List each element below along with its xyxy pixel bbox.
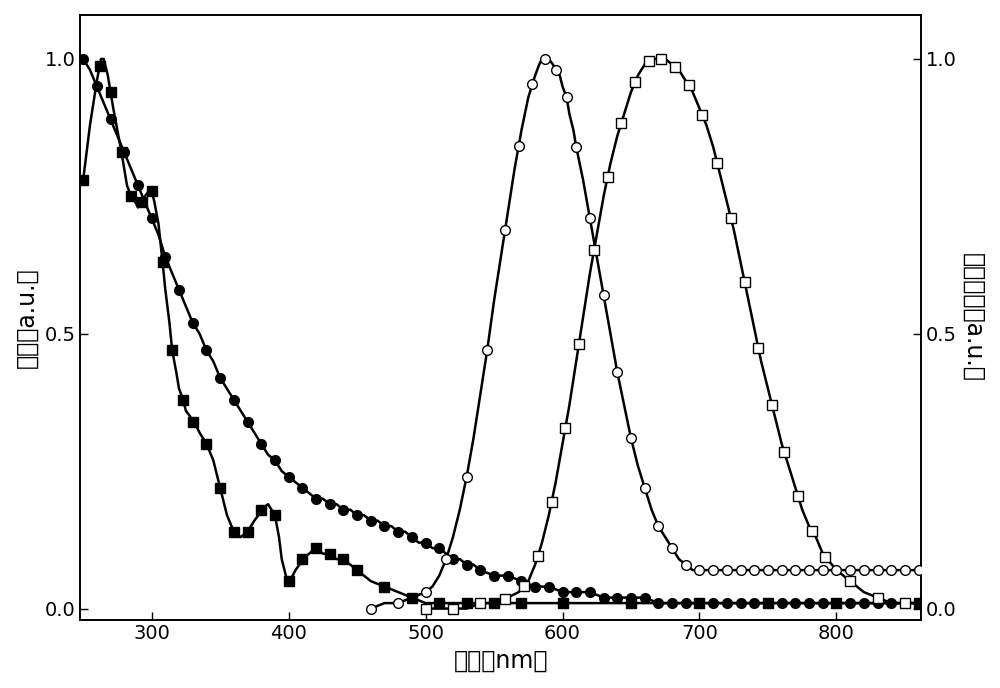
X-axis label: 波长（nm）: 波长（nm） — [454, 649, 548, 673]
Y-axis label: 吸收（a.u.）: 吸收（a.u.） — [15, 267, 39, 367]
Y-axis label: 光致发光（a.u.）: 光致发光（a.u.） — [961, 253, 985, 382]
